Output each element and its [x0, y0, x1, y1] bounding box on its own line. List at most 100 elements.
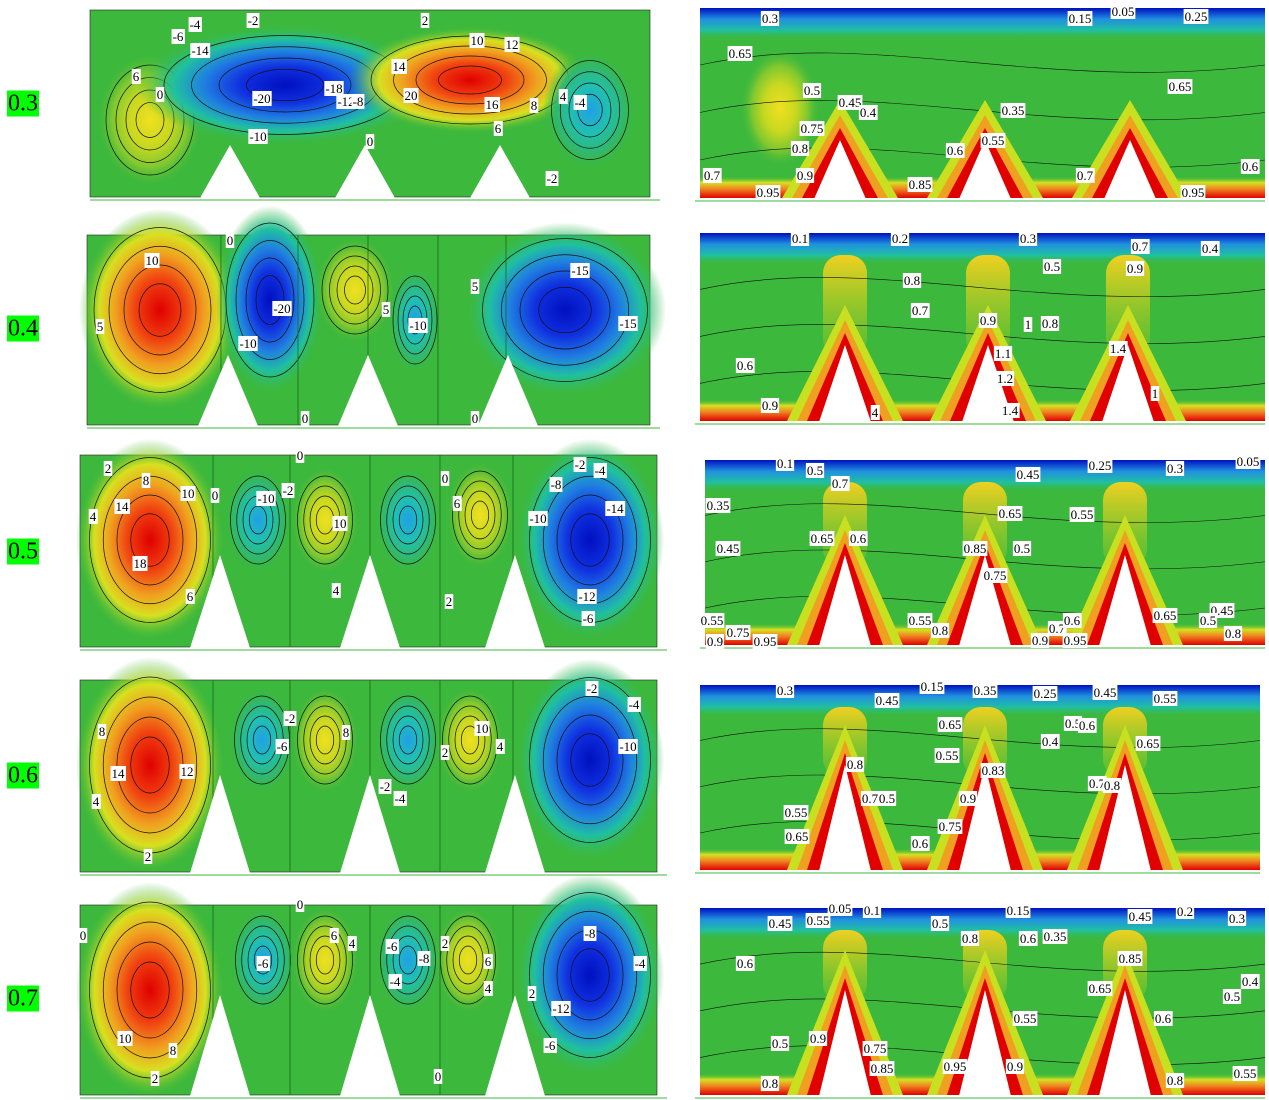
contour-label-text: 0.7: [704, 168, 721, 183]
contour-label-text: 0.9: [980, 313, 996, 328]
contour-label-text: 0.9: [1127, 261, 1143, 276]
contour-label: 0.3: [776, 683, 794, 698]
contour-label: 0.25: [1088, 458, 1113, 473]
contour-label: -6: [172, 29, 185, 44]
contour-label: 0: [471, 411, 480, 426]
contour-label: 0.8: [761, 1076, 779, 1091]
contour-label: 0.95: [1063, 633, 1088, 648]
contour-label-text: 0.55: [909, 613, 932, 628]
contour-label: 0: [366, 134, 375, 149]
contour-label: 0.65: [1136, 736, 1161, 751]
contour-label-text: 0.65: [1089, 981, 1112, 996]
vortex: [516, 874, 665, 1077]
contour-label-text: 0: [302, 411, 309, 426]
contour-label: -10: [238, 336, 257, 351]
contour-label-text: 2: [446, 594, 453, 609]
contour-label-text: -4: [595, 463, 606, 478]
contour-label-text: 5: [97, 319, 104, 334]
contour-label-text: 0: [297, 897, 304, 912]
contour-label: 0.8: [961, 931, 979, 946]
contour-label-text: 8: [143, 473, 150, 488]
contour-label: 0.65: [785, 829, 810, 844]
contour-label-text: 0.95: [757, 185, 780, 200]
contour-label-text: 0.8: [904, 273, 920, 288]
contour-label-text: 0.1: [777, 456, 793, 471]
contour-label-text: 0.85: [909, 177, 932, 192]
contour-label-text: 0.7: [912, 303, 929, 318]
contour-label: -8: [418, 951, 431, 966]
contour-label-text: 1.1: [995, 346, 1011, 361]
contour-label-text: 0.85: [964, 541, 987, 556]
contour-label-text: 0.4: [1202, 241, 1219, 256]
contour-label-text: 0.05: [829, 901, 852, 916]
contour-label-text: 0.3: [777, 683, 793, 698]
contour-label: 20: [404, 88, 419, 103]
contour-label-text: 1: [1152, 386, 1159, 401]
contour-label: 14: [392, 59, 408, 74]
contour-label-text: -6: [583, 611, 594, 626]
contour-label: -14: [605, 501, 625, 516]
contour-label: 0.35: [706, 498, 731, 513]
contour-label-text: 0.5: [1014, 541, 1030, 556]
streamline-panel: 028104141860-10-2104062-2-4-8-10-14-12-6: [76, 439, 667, 650]
contour-label-text: 8: [99, 724, 106, 739]
contour-label: 0.25: [1184, 9, 1209, 24]
contour-label: 0.9: [1126, 261, 1144, 276]
contour-label: -10: [256, 491, 275, 506]
contour-label: 0.55: [1070, 507, 1095, 522]
contour-label: 0.45: [838, 95, 863, 110]
streamline-panel: 0105-20-105-105-15-1500: [79, 206, 666, 429]
contour-label-text: 0.45: [1017, 467, 1040, 482]
contour-label-text: 0.9: [1032, 633, 1048, 648]
contour-label: 0.85: [908, 177, 933, 192]
contour-label-text: 0.15: [1007, 903, 1030, 918]
contour-label: 5: [382, 302, 391, 317]
contour-label-text: 0.65: [1137, 736, 1160, 751]
contour-label: 4: [348, 936, 357, 951]
contour-label: 0.5: [1043, 259, 1061, 274]
row-label-text: 0.4: [8, 316, 38, 342]
contour-label: 1.4: [1109, 341, 1128, 356]
contour-label-text: 12: [506, 37, 519, 52]
contour-label-text: 0.2: [892, 231, 908, 246]
contour-label-text: 5: [383, 302, 390, 317]
contour-label-text: 0: [212, 488, 219, 503]
figure-row: 0.5028104141860-10-2104062-2-4-8-10-14-1…: [7, 439, 1265, 650]
contour-label: 10: [145, 253, 160, 268]
contour-label: 0: [301, 411, 310, 426]
contour-label-text: -14: [606, 501, 624, 516]
contour-label-text: -4: [390, 974, 401, 989]
contour-label-text: 0.5: [772, 1036, 788, 1051]
contour-label-text: 10: [471, 33, 484, 48]
contour-label-text: 0.8: [1104, 778, 1120, 793]
contour-label-text: 0: [157, 87, 164, 102]
contour-label: 6: [132, 69, 141, 84]
contour-label: -15: [570, 263, 589, 278]
vortex: [291, 906, 359, 1014]
contour-label-text: 0.75: [984, 568, 1007, 583]
isotherm-panel: 0.10.50.70.450.250.30.050.350.450.650.55…: [700, 454, 1265, 649]
contour-label: -2: [284, 711, 297, 726]
row-label: 0.3: [7, 91, 39, 117]
contour-label-text: -10: [409, 318, 426, 333]
contour-label-text: 0.55: [1071, 507, 1094, 522]
contour-label-text: 0.75: [939, 819, 962, 834]
contour-label: -6: [544, 1038, 557, 1053]
row-label: 0.7: [7, 986, 39, 1012]
contour-label: -6: [276, 739, 289, 754]
vortex: [315, 236, 396, 344]
contour-label-text: 4: [560, 89, 567, 104]
contour-label-text: 4: [497, 739, 504, 754]
contour-label: -10: [528, 511, 547, 526]
contour-label-text: -4: [190, 17, 201, 32]
streamline-panel: 8141242-2-68-2-42104-2-4-10: [76, 657, 667, 875]
contour-label: 0.95: [943, 1059, 968, 1074]
contour-label-text: -6: [387, 939, 398, 954]
contour-label-text: 4: [349, 936, 356, 951]
contour-label-text: 0.15: [921, 679, 944, 694]
contour-label: 0.75: [983, 568, 1008, 583]
contour-label: -8: [550, 477, 563, 492]
contour-label-text: -14: [191, 43, 209, 58]
contour-label: 0.6: [849, 531, 868, 546]
